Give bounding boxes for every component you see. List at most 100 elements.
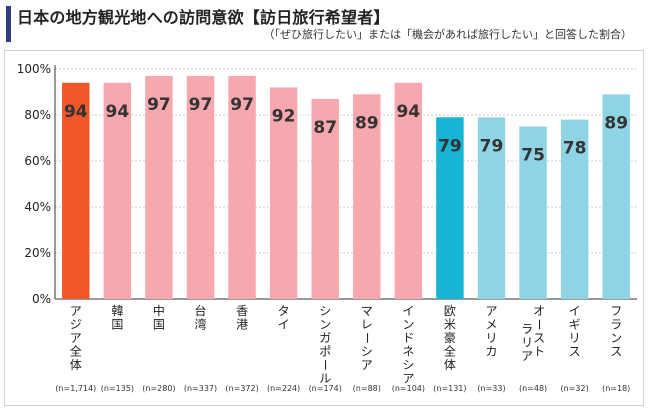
- x-category-label: 国: [111, 318, 123, 332]
- x-category-label: ジ: [70, 318, 82, 332]
- bar-value-label: 97: [230, 95, 254, 115]
- x-category-label: レ: [361, 318, 373, 332]
- bar-value-label: 89: [604, 113, 628, 133]
- x-category-label: イ: [569, 304, 581, 318]
- bar: [560, 119, 589, 299]
- sample-size-label: (n=131): [433, 384, 466, 393]
- x-category-label: ポ: [319, 345, 331, 359]
- x-category-label: ギ: [569, 318, 581, 332]
- bar: [311, 98, 339, 300]
- x-category-label: オ: [533, 304, 545, 318]
- sample-size-label: (n=1,714): [55, 384, 96, 393]
- x-category-label: 香: [236, 304, 248, 318]
- sample-size-label: (n=104): [392, 384, 425, 393]
- sample-size-label: (n=337): [184, 384, 217, 393]
- bar-chart: 0%20%40%60%80%100%94アジア全体(n=1,714)94韓国(n…: [17, 62, 637, 393]
- x-category-label: イ: [278, 318, 290, 332]
- bar: [436, 117, 464, 299]
- bar: [519, 126, 547, 299]
- x-category-label: ス: [610, 345, 622, 359]
- x-category-label: ン: [402, 318, 414, 332]
- bar-value-label: 92: [272, 106, 296, 126]
- y-tick-label: 80%: [24, 108, 51, 122]
- x-category-label: ネ: [402, 345, 414, 359]
- bar-value-label: 79: [480, 136, 504, 156]
- bar: [62, 82, 90, 299]
- bar-value-label: 97: [189, 95, 213, 115]
- x-category-label: ア: [361, 358, 373, 372]
- bar: [394, 82, 423, 299]
- x-category-label: ル: [319, 372, 331, 386]
- bar-value-label: 87: [313, 118, 337, 138]
- x-category-label: 湾: [194, 317, 206, 332]
- bar: [186, 75, 215, 300]
- x-category-label: 欧: [444, 304, 456, 318]
- x-category-label: マ: [361, 304, 373, 318]
- x-category-label: カ: [485, 345, 497, 359]
- x-category-label: リ: [569, 331, 581, 345]
- bar: [477, 117, 506, 299]
- x-category-label: シ: [319, 304, 331, 318]
- sample-size-label: (n=280): [142, 384, 175, 393]
- sample-size-label: (n=174): [309, 384, 342, 393]
- x-category-label: ラ: [521, 322, 533, 336]
- bar-value-label: 75: [521, 146, 545, 166]
- x-category-label: 台: [194, 303, 206, 318]
- x-category-label: ス: [569, 345, 581, 359]
- bar-value-label: 79: [438, 136, 462, 156]
- chart-subtitle: （「ぜひ旅行したい」または「機会があれば旅行したい」と回答した割合）: [263, 28, 633, 41]
- x-category-label: 体: [70, 358, 82, 372]
- x-category-label: ス: [533, 331, 545, 345]
- sample-size-label: (n=224): [267, 384, 300, 393]
- x-category-label: シ: [361, 345, 373, 359]
- x-category-label: 中: [153, 303, 165, 318]
- x-category-label: ド: [402, 331, 414, 345]
- bar: [269, 87, 298, 300]
- y-tick-label: 20%: [24, 246, 51, 260]
- bar: [353, 94, 381, 299]
- x-category-label: ア: [521, 349, 533, 363]
- x-category-label: 体: [444, 358, 456, 372]
- y-tick-label: 40%: [24, 200, 51, 214]
- x-category-label: ア: [70, 304, 82, 318]
- x-category-label: ー: [532, 318, 546, 330]
- sample-size-label: (n=88): [353, 384, 381, 393]
- y-tick-label: 0%: [32, 292, 51, 306]
- x-category-label: ア: [402, 372, 414, 386]
- title-accent-bar: [6, 6, 11, 42]
- x-category-label: ア: [485, 304, 497, 318]
- x-category-label: シ: [402, 358, 414, 372]
- y-tick-label: 100%: [17, 62, 51, 76]
- x-category-label: 全: [444, 344, 456, 359]
- sample-size-label: (n=33): [477, 384, 505, 393]
- bar-value-label: 94: [397, 102, 421, 122]
- bar: [228, 75, 256, 300]
- bar-value-label: 89: [355, 113, 379, 133]
- x-category-label: 港: [236, 318, 248, 332]
- x-category-label: タ: [278, 304, 290, 318]
- x-category-label: ア: [70, 331, 82, 345]
- x-category-label: メ: [485, 318, 497, 332]
- x-category-label: 米: [444, 318, 456, 332]
- x-category-label: フ: [610, 304, 622, 318]
- bar-value-label: 94: [64, 102, 88, 122]
- sample-size-label: (n=18): [602, 384, 630, 393]
- x-category-label: 国: [153, 318, 165, 332]
- chart-frame: 0% 20% 40% 60% 80% 100% 94 アジア全体 (n=1,714) 94 韓国 (n…: [4, 50, 644, 406]
- x-category-label: ラ: [610, 318, 622, 332]
- sample-size-label: (n=135): [101, 384, 134, 393]
- x-category-label: イ: [402, 304, 414, 318]
- bar-value-label: 94: [106, 102, 130, 122]
- x-category-label: 豪: [444, 330, 456, 345]
- bar: [145, 75, 173, 300]
- bar: [103, 82, 132, 299]
- bar-value-label: 97: [147, 95, 171, 115]
- bar: [602, 94, 630, 299]
- x-category-label: ガ: [319, 331, 331, 345]
- x-category-label: 全: [70, 344, 82, 359]
- bar-value-label: 78: [563, 139, 587, 159]
- chart-title: 日本の地方観光地への訪問意欲【訪日旅行希望者】: [17, 8, 390, 27]
- x-category-label: ー: [360, 332, 374, 344]
- x-category-label: ン: [319, 318, 331, 332]
- x-category-label: ト: [533, 345, 545, 359]
